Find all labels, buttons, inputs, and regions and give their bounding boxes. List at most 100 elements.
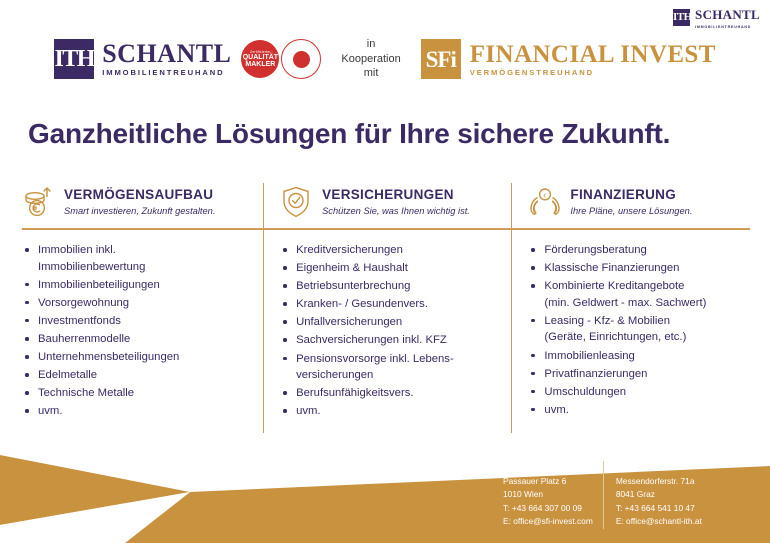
column-header: € FINANZIERUNG Ihre Pläne, unsere Lösung… [528, 183, 750, 221]
office-wien-line-1: Office Wien: [503, 462, 549, 472]
list-item: Umschuldungen [528, 384, 750, 401]
services-list: Förderungsberatung Klassische Finanzieru… [528, 242, 750, 418]
list-item: Immobilienbeteiligungen [22, 277, 263, 294]
office-graz-phone[interactable]: T: +43 664 541 10 47 [615, 502, 695, 513]
bullet-dot-icon [531, 266, 536, 270]
cooperation-line-3: mit [363, 67, 379, 80]
list-item-text: Unternehmensbeteiligungen [38, 351, 180, 364]
column-title: VERSICHERUNGEN [322, 186, 454, 202]
top-right-logo-name: SCHANTL [695, 7, 760, 22]
list-item-text: uvm. [544, 403, 569, 416]
list-item-text: Technische Metalle [38, 387, 135, 400]
seal-red-line1: Zertifizierter [250, 49, 271, 54]
list-item-text: Leasing - Kfz- & Mobilien [544, 314, 671, 327]
column-vermoegensaufbau: VERMÖGENSAUFBAU Smart investieren, Zukun… [22, 183, 263, 421]
list-item: Unfallversicherungen [280, 314, 511, 331]
list-item-text: Vorsorgewohnung [38, 296, 130, 309]
bullet-dot-icon [25, 409, 29, 413]
bullet-dot-icon [531, 353, 536, 358]
list-item: Privatfinanzierungen [528, 366, 750, 383]
office-graz-email[interactable]: E: office@schantl-ith.at [615, 516, 702, 527]
column-header: VERMÖGENSAUFBAU Smart investieren, Zukun… [22, 183, 263, 221]
list-item-text: Immobilien inkl. [38, 244, 116, 256]
bullet-dot-icon [283, 248, 287, 252]
bullet-dot-icon [283, 338, 287, 343]
list-item-text: Immobilienleasing [544, 349, 635, 362]
list-item: Investmentfonds [22, 313, 263, 330]
schantl-logo-name: SCHANTL [102, 39, 232, 69]
bullet-dot-icon [283, 356, 287, 361]
sfi-logo-sub: VERMÖGENSTREUHAND [469, 67, 595, 77]
top-right-logo-text: SCHANTL IMMOBILIENTREUHAND [695, 6, 760, 29]
list-item-text: Kreditversicherungen [296, 244, 403, 256]
sfi-monogram-icon: SFi [420, 39, 461, 79]
services-list: Immobilien inkl. Immobilienbewertung Immo… [22, 242, 263, 420]
list-item-text: uvm. [38, 405, 63, 418]
header-divider-rule [22, 228, 750, 230]
bullet-dot-icon [283, 320, 287, 324]
list-item: Vorsorgewohnung [22, 295, 263, 312]
list-item: Förderungsberatung [528, 242, 750, 259]
column-subtitle: Schützen Sie, was Ihnen wichtig ist. [322, 205, 470, 216]
list-item: uvm. [528, 402, 750, 419]
list-item-text: Kranken- / Gesundenvers. [296, 298, 428, 311]
ith-monogram-icon: ITH [54, 39, 95, 79]
list-item-text: Kombinierte Kreditangebote [544, 280, 685, 293]
list-item: Unternehmensbeteiligungen [22, 349, 263, 366]
schantl-logo: ITH SCHANTL IMMOBILIENTREUHAND [54, 39, 231, 79]
list-item: Technische Metalle [22, 385, 263, 402]
office-wien-block: Office Wien: Passauer Platz 6 1010 Wien … [503, 461, 603, 529]
hands-coin-icon: € [528, 186, 562, 218]
office-graz-block: Office Graz: Messendorferstr. 71a 8041 G… [602, 461, 702, 530]
seal-red-line3: MAKLER [245, 61, 276, 68]
list-item-text: Investmentfonds [38, 314, 121, 327]
logo-band: ITH SCHANTL IMMOBILIENTREUHAND Zertifizi… [0, 33, 770, 85]
bullet-dot-icon [531, 389, 536, 394]
column-header: VERSICHERUNGEN Schützen Sie, was Ihnen w… [280, 183, 511, 221]
list-item-continuation: (Geräte, Einrichtungen, etc.) [544, 331, 687, 344]
list-item: Kranken- / Gesundenvers. [280, 296, 511, 313]
bullet-dot-icon [531, 318, 536, 323]
column-header-text: FINANZIERUNG Ihre Pläne, unsere Lösungen… [570, 186, 692, 216]
list-item: Immobilienleasing [528, 348, 750, 365]
gold-left-wedge [0, 455, 190, 525]
column-finanzierung: € FINANZIERUNG Ihre Pläne, unsere Lösung… [511, 183, 750, 434]
list-item-text: Unfallversicherungen [296, 316, 403, 329]
list-item: uvm. [22, 403, 263, 420]
sfi-logo: SFi FINANCIAL INVEST VERMÖGENSTREUHAND [420, 39, 716, 79]
cooperation-line-2: Kooperation [341, 52, 401, 65]
list-item-text: Umschuldungen [544, 385, 627, 398]
office-wien-email[interactable]: E: office@sfi-invest.com [503, 516, 593, 527]
office-graz-line-3: 8041 Graz [615, 489, 655, 500]
sfi-logo-text: FINANCIAL INVEST VERMÖGENSTREUHAND [470, 42, 716, 77]
column-versicherungen: VERSICHERUNGEN Schützen Sie, was Ihnen w… [263, 183, 511, 434]
list-item: Klassische Finanzierungen [528, 260, 750, 277]
bullet-dot-icon [25, 373, 29, 377]
list-item-text: Berufsunfähigkeitsvers. [296, 387, 414, 400]
gold-notch [0, 492, 190, 543]
bullet-dot-icon [25, 282, 29, 287]
gold-right-band [125, 466, 770, 543]
ith-monogram-letters: ITH [54, 46, 95, 72]
shield-check-icon [280, 186, 314, 218]
list-item-continuation: Immobilienbewertung [38, 260, 146, 273]
office-wien-phone[interactable]: T: +43 664 307 00 09 [503, 502, 582, 513]
certification-seals: Zertifizierter QUALITÄT MAKLER [241, 39, 322, 79]
column-subtitle: Smart investieren, Zukunft gestalten. [64, 205, 216, 216]
list-item-text: Betriebsunterbrechung [296, 280, 411, 293]
list-item: Eigenheim & Haushalt [280, 260, 511, 277]
column-header-text: VERMÖGENSAUFBAU Smart investieren, Zukun… [64, 186, 216, 216]
cooperation-line-1: in [366, 37, 376, 50]
office-wien-line-2: Passauer Platz 6 [503, 475, 567, 486]
column-title: FINANZIERUNG [570, 186, 677, 202]
bullet-dot-icon [283, 391, 287, 395]
cooperation-label: in Kooperation mit [341, 37, 400, 82]
office-graz-line-2: Messendorferstr. 71a [615, 475, 695, 486]
list-item: Kombinierte Kreditangebote (min. Geldwert… [528, 278, 750, 311]
sfi-monogram-letters: SFi [425, 46, 457, 72]
bullet-dot-icon [531, 371, 536, 376]
list-item-text: Pensionsvorsorge inkl. Lebens- [296, 352, 454, 365]
bullet-dot-icon [283, 302, 287, 306]
column-title: VERMÖGENSAUFBAU [64, 186, 214, 202]
